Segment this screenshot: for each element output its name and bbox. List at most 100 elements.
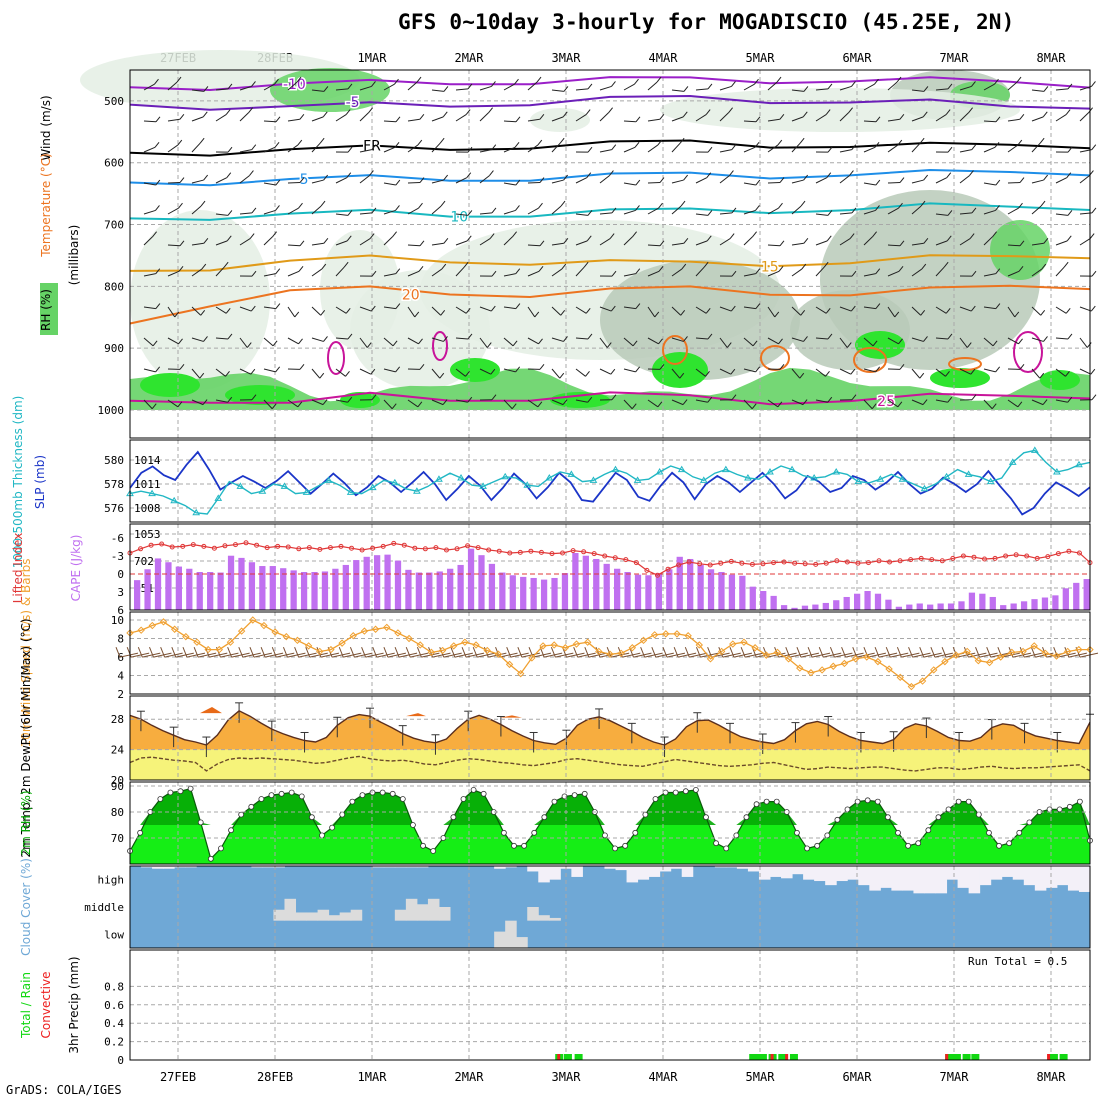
cape-bar bbox=[854, 593, 861, 610]
wind10-barb-flag bbox=[338, 646, 344, 658]
wind10-barb bbox=[923, 652, 942, 658]
cape-bar bbox=[363, 556, 370, 610]
wind10-marker bbox=[639, 636, 648, 645]
wind-barb bbox=[935, 114, 947, 122]
lifted-index-marker bbox=[633, 560, 639, 566]
lifted-index-marker bbox=[623, 557, 629, 563]
wind10-marker bbox=[885, 665, 893, 673]
wind-barb bbox=[743, 120, 757, 123]
cape-bar bbox=[394, 560, 402, 610]
cape-bar bbox=[989, 596, 996, 610]
wind10-barb bbox=[979, 652, 998, 658]
y-tick-label: 80 bbox=[111, 806, 124, 819]
rh2m-marker bbox=[733, 832, 740, 839]
wind-barb bbox=[263, 182, 276, 186]
wind-barb-flag bbox=[467, 210, 473, 216]
rh2m-marker bbox=[389, 790, 396, 797]
wind-barb-flag bbox=[366, 342, 372, 348]
wind-barb-flag bbox=[827, 333, 833, 340]
wind10-marker bbox=[952, 651, 960, 659]
wind10-barb bbox=[789, 652, 808, 658]
wind-barb-flag bbox=[392, 340, 398, 347]
wind-barb-flag bbox=[491, 394, 497, 401]
wind10-barb bbox=[131, 652, 150, 658]
wind-barb-flag bbox=[897, 139, 903, 146]
rh2m-marker bbox=[965, 798, 972, 805]
cape-bar bbox=[603, 563, 610, 610]
lifted-index-marker bbox=[148, 542, 154, 548]
cape-bar bbox=[488, 563, 496, 610]
cloud-middle-bar bbox=[273, 909, 285, 921]
lifted-index-marker bbox=[243, 540, 249, 546]
wind-barb-flag bbox=[851, 144, 857, 150]
wind-barb-flag bbox=[752, 340, 758, 347]
lifted-index-marker bbox=[918, 555, 924, 561]
wind-barb-flag bbox=[846, 342, 852, 348]
wind-barb-flag bbox=[467, 333, 473, 340]
panel-frame bbox=[129, 865, 1091, 949]
precip-convective-bar bbox=[1047, 1054, 1051, 1060]
precip-convective-bar bbox=[785, 1054, 789, 1060]
wind-barb-flag bbox=[347, 396, 353, 403]
wind10-barb bbox=[398, 652, 418, 658]
cape-bar bbox=[311, 572, 318, 610]
wind-barb-flag bbox=[899, 177, 905, 183]
wind10-barb bbox=[331, 652, 351, 658]
y-tick-label: -3 bbox=[111, 550, 124, 563]
cloud-middle-bar bbox=[438, 907, 451, 921]
wind-barb-flag bbox=[251, 207, 257, 214]
wind-barb bbox=[167, 270, 180, 277]
wind-barb bbox=[743, 83, 755, 91]
wind10-barb bbox=[265, 652, 284, 658]
wind-barb bbox=[431, 205, 442, 215]
wind-barb bbox=[287, 244, 301, 247]
wind10-barb-flag bbox=[863, 646, 869, 658]
wind-barb-flag bbox=[1088, 107, 1093, 113]
rh2m-dark-area bbox=[130, 788, 1090, 825]
wind-barb bbox=[503, 236, 513, 246]
wind-barb bbox=[503, 209, 516, 215]
wind-barb-flag bbox=[730, 305, 736, 312]
isotherm-label: 5 bbox=[300, 172, 309, 188]
wind-barb-flag bbox=[634, 78, 639, 85]
wind-barb bbox=[503, 120, 517, 123]
cloud-middle-bar bbox=[394, 909, 407, 921]
cape-bar bbox=[791, 607, 798, 610]
wind-barb bbox=[575, 240, 588, 246]
wind-barb-flag bbox=[1066, 235, 1072, 242]
wind-barb bbox=[431, 268, 443, 277]
wind-barb bbox=[239, 175, 250, 184]
wind-barb bbox=[167, 244, 181, 247]
wind-barb bbox=[791, 306, 802, 316]
cape-bar bbox=[906, 604, 913, 610]
wind10-barb bbox=[454, 652, 473, 658]
wind-barb-flag bbox=[561, 263, 567, 270]
wind-barb bbox=[887, 118, 900, 122]
cloud-high-clear bbox=[814, 866, 826, 882]
wind-barb bbox=[575, 177, 587, 184]
date-tick-bottom: 28FEB bbox=[257, 1070, 293, 1084]
y-tick-label: -6 bbox=[111, 532, 124, 545]
wind-barb bbox=[1055, 114, 1067, 122]
wind-barb bbox=[911, 142, 921, 153]
rh2m-marker bbox=[622, 842, 629, 849]
wind10-marker bbox=[740, 638, 748, 646]
wind-barb-flag bbox=[802, 399, 808, 405]
wind-barb-flag bbox=[250, 368, 256, 375]
wind10-marker bbox=[159, 618, 168, 626]
wind-barb-flag bbox=[705, 307, 711, 314]
wind-barb bbox=[551, 306, 562, 316]
rh2m-marker bbox=[137, 829, 144, 836]
panel-frame bbox=[129, 949, 1091, 1061]
lifted-index-marker bbox=[876, 558, 882, 564]
date-tick-top: 3MAR bbox=[552, 51, 582, 65]
wind-barb-flag bbox=[467, 396, 473, 403]
wind-barb-flag bbox=[923, 336, 928, 342]
wind-barb bbox=[503, 399, 513, 410]
wind-barb-flag bbox=[418, 265, 424, 272]
lifted-index-marker bbox=[992, 555, 998, 561]
rh2m-marker bbox=[1026, 819, 1033, 826]
y-axis-label: SLP (mb) bbox=[33, 455, 47, 509]
wind-barb-flag bbox=[803, 336, 808, 342]
cape-bar bbox=[426, 572, 433, 610]
